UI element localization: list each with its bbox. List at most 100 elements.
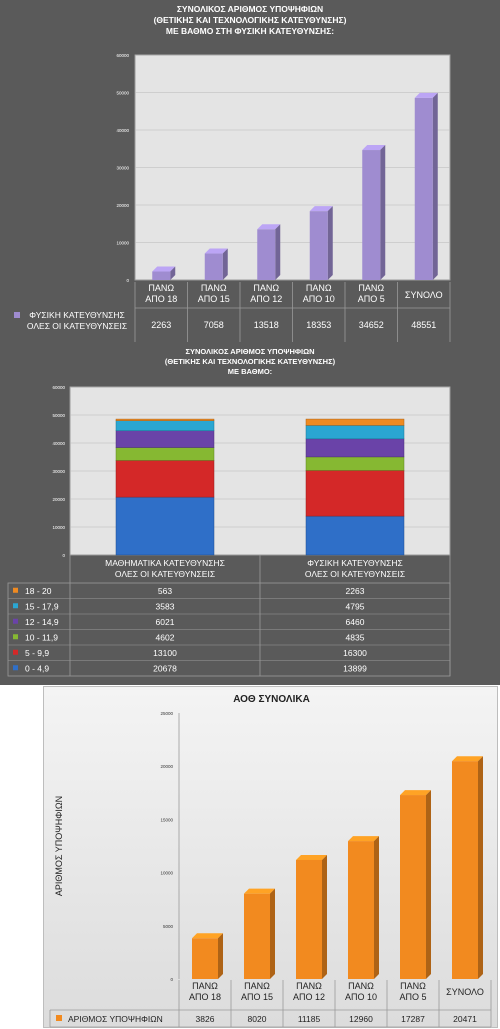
- chart1-title-line3: ΜΕ ΒΑΘΜΟ ΣΤΗ ΦΥΣΙΚΗ ΚΑΤΕΥΘΥΝΣΗΣ:: [165, 26, 335, 36]
- chart3-title: ΑΟΘ ΣΥΝΟΛΙΚΑ: [233, 694, 310, 705]
- chart1-bar-4-top: [362, 145, 386, 151]
- chart2-title-line3: ΜΕ ΒΑΘΜΟ:: [227, 367, 273, 376]
- chart1-legend-label-0: ΦΥΣΙΚΗ ΚΑΤΕΥΘΥΝΣΗΣ: [29, 310, 125, 320]
- chart3-bar-2-side: [322, 854, 327, 979]
- chart1-bar-0-side: [170, 266, 176, 280]
- chart3-value-1: 8020: [248, 1014, 267, 1024]
- chart2-category-0-0: ΜΑΘΗΜΑΤΙΚΑ ΚΑΤΕΥΘΥΝΣΗΣ: [105, 558, 225, 568]
- chart1-category-5-0: ΣΥΝΟΛΟ: [405, 290, 443, 300]
- chart2-value-3-0: 6021: [156, 617, 175, 627]
- chart1-ytick-6: 60000: [116, 53, 129, 58]
- chart1-bar-2-top: [257, 224, 281, 230]
- chart3-value-3: 12960: [349, 1014, 373, 1024]
- chart1-bar-5-top: [414, 92, 438, 98]
- chart2-bar-1-seg-0: [305, 515, 405, 556]
- chart2-value-0-0: 20678: [153, 663, 177, 673]
- chart2-bar-0-seg-4: [115, 420, 215, 431]
- chart2-legend-label-0: 0 - 4,9: [25, 663, 49, 673]
- chart3-legend-label: ΑΡΙΘΜΟΣ ΥΠΟΨΗΦΙΩΝ: [68, 1014, 163, 1024]
- chart1-bar-4: [362, 150, 381, 280]
- chart3-ytick-4: 20000: [160, 764, 173, 769]
- chart3-bar-0-side: [218, 933, 223, 979]
- chart3-category-3-1: ΑΠΟ 10: [345, 992, 377, 1002]
- chart2-category-0-1: ΟΛΕΣ ΟΙ ΚΑΤΕΥΘΥΝΣΕΙΣ: [115, 569, 215, 579]
- chart2-ytick-1: 10000: [52, 525, 65, 530]
- chart2-legend-swatch-3: [13, 618, 18, 624]
- chart1-value-3: 18353: [306, 320, 331, 330]
- chart3-bar-5-side: [478, 756, 483, 979]
- chart3-value-2: 11185: [298, 1014, 321, 1024]
- chart1-category-1-1: ΑΠΟ 15: [198, 294, 230, 304]
- chart2-legend-label-3: 12 - 14,9: [25, 617, 59, 627]
- chart3-bar-1-side: [270, 888, 275, 979]
- chart1-ytick-1: 10000: [116, 241, 129, 246]
- chart2-value-2-1: 4835: [346, 632, 365, 642]
- chart2-legend-label-2: 10 - 11,9: [25, 632, 58, 642]
- chart3-ytick-5: 25000: [160, 711, 173, 716]
- chart3-bar-0: [192, 938, 218, 979]
- chart2-value-1-0: 13100: [153, 648, 177, 658]
- chart3-category-3-0: ΠΑΝΩ: [348, 981, 374, 991]
- chart1-bar-2: [257, 229, 276, 280]
- chart1-bar-1: [204, 253, 223, 280]
- chart3-category-0-1: ΑΠΟ 18: [189, 992, 221, 1002]
- chart3-bar-2: [296, 859, 322, 979]
- chart1-bar-4-side: [380, 145, 386, 280]
- chart2-title-line1: ΣΥΝΟΛΙΚΟΣ ΑΡΙΘΜΟΣ ΥΠΟΨΗΦΙΩΝ: [185, 347, 315, 356]
- chart2-value-0-1: 13899: [343, 663, 367, 673]
- chart1-bar-0-top: [152, 266, 176, 272]
- chart2-legend-swatch-2: [13, 634, 18, 640]
- chart3-bar-3-top: [348, 836, 379, 842]
- chart2-ytick-0: 0: [62, 553, 65, 558]
- chart1-value-2: 13518: [254, 320, 279, 330]
- chart3-bar-2-top: [296, 854, 327, 860]
- chart1-ytick-0: 0: [126, 278, 129, 283]
- chart3-ytick-2: 10000: [160, 871, 173, 876]
- chart-panel-aoth: ΑΟΘ ΣΥΝΟΛΙΚΑ 0 5000 10000 15000 20000 25000 ΑΡ…: [43, 686, 498, 1028]
- chart1-bar-1-top: [204, 248, 228, 254]
- chart1-ytick-3: 30000: [116, 166, 129, 171]
- chart1-value-4: 34652: [359, 320, 384, 330]
- chart2-bar-1-seg-2: [305, 456, 405, 471]
- chart2-ytick-6: 60000: [52, 385, 65, 390]
- chart1-category-0-1: ΑΠΟ 18: [145, 294, 177, 304]
- chart2-bar-0-seg-0: [115, 496, 215, 556]
- chart1-category-3-0: ΠΑΝΩ: [306, 283, 332, 293]
- chart1-bar-3: [309, 211, 328, 280]
- chart1-bar-2-side: [275, 224, 281, 280]
- chart1-ytick-4: 40000: [116, 128, 129, 133]
- chart3-ytick-1: 5000: [163, 924, 174, 929]
- chart2-value-5-1: 2263: [346, 586, 365, 596]
- chart2-legend-label-4: 15 - 17,9: [25, 601, 59, 611]
- chart2-legend-swatch-5: [13, 587, 18, 593]
- chart3-bar-3-side: [374, 836, 379, 979]
- chart1-value-5: 48551: [411, 320, 436, 330]
- chart2-legend-swatch-1: [13, 649, 18, 655]
- chart2-bar-1-seg-5: [305, 418, 405, 426]
- chart3-category-0-0: ΠΑΝΩ: [192, 981, 218, 991]
- chart2-legend-label-1: 5 - 9,9: [25, 648, 49, 658]
- chart1-category-2-1: ΑΠΟ 12: [250, 294, 282, 304]
- chart3-category-2-0: ΠΑΝΩ: [296, 981, 322, 991]
- chart3-bar-3: [348, 841, 374, 979]
- chart2-legend-label-5: 18 - 20: [25, 586, 52, 596]
- chart3-category-1-1: ΑΠΟ 15: [241, 992, 273, 1002]
- chart3-category-4-1: ΑΠΟ 5: [399, 992, 426, 1002]
- chart2-value-1-1: 16300: [343, 648, 367, 658]
- chart2-value-5-0: 563: [158, 586, 172, 596]
- chart3-category-1-0: ΠΑΝΩ: [244, 981, 270, 991]
- chart2-bar-1-seg-4: [305, 425, 405, 440]
- chart2-bar-0-seg-1: [115, 460, 215, 498]
- chart2-bar-1-seg-1: [305, 470, 405, 517]
- chart1-category-4-0: ΠΑΝΩ: [358, 283, 384, 293]
- chart2-value-2-0: 4602: [156, 632, 175, 642]
- chart1-title-line2: (ΘΕΤΙΚΗΣ ΚΑΙ ΤΕΧΝΟΛΟΓΙΚΗΣ ΚΑΤΕΥΘΥΝΣΗΣ): [153, 15, 347, 25]
- chart2-value-3-1: 6460: [346, 617, 365, 627]
- chart1-legend-swatch: [14, 312, 20, 318]
- chart2-ytick-2: 20000: [52, 497, 65, 502]
- chart1-title-line1: ΣΥΝΟΛΙΚΟΣ ΑΡΙΘΜΟΣ ΥΠΟΨΗΦΙΩΝ: [176, 4, 324, 14]
- chart3-bar-5: [452, 761, 478, 979]
- chart2-category-1-1: ΟΛΕΣ ΟΙ ΚΑΤΕΥΘΥΝΣΕΙΣ: [305, 569, 405, 579]
- chart-panel-stacked: ΣΥΝΟΛΙΚΟΣ ΑΡΙΘΜΟΣ ΥΠΟΨΗΦΙΩΝ (ΘΕΤΙΚΗΣ ΚΑΙ…: [0, 343, 500, 685]
